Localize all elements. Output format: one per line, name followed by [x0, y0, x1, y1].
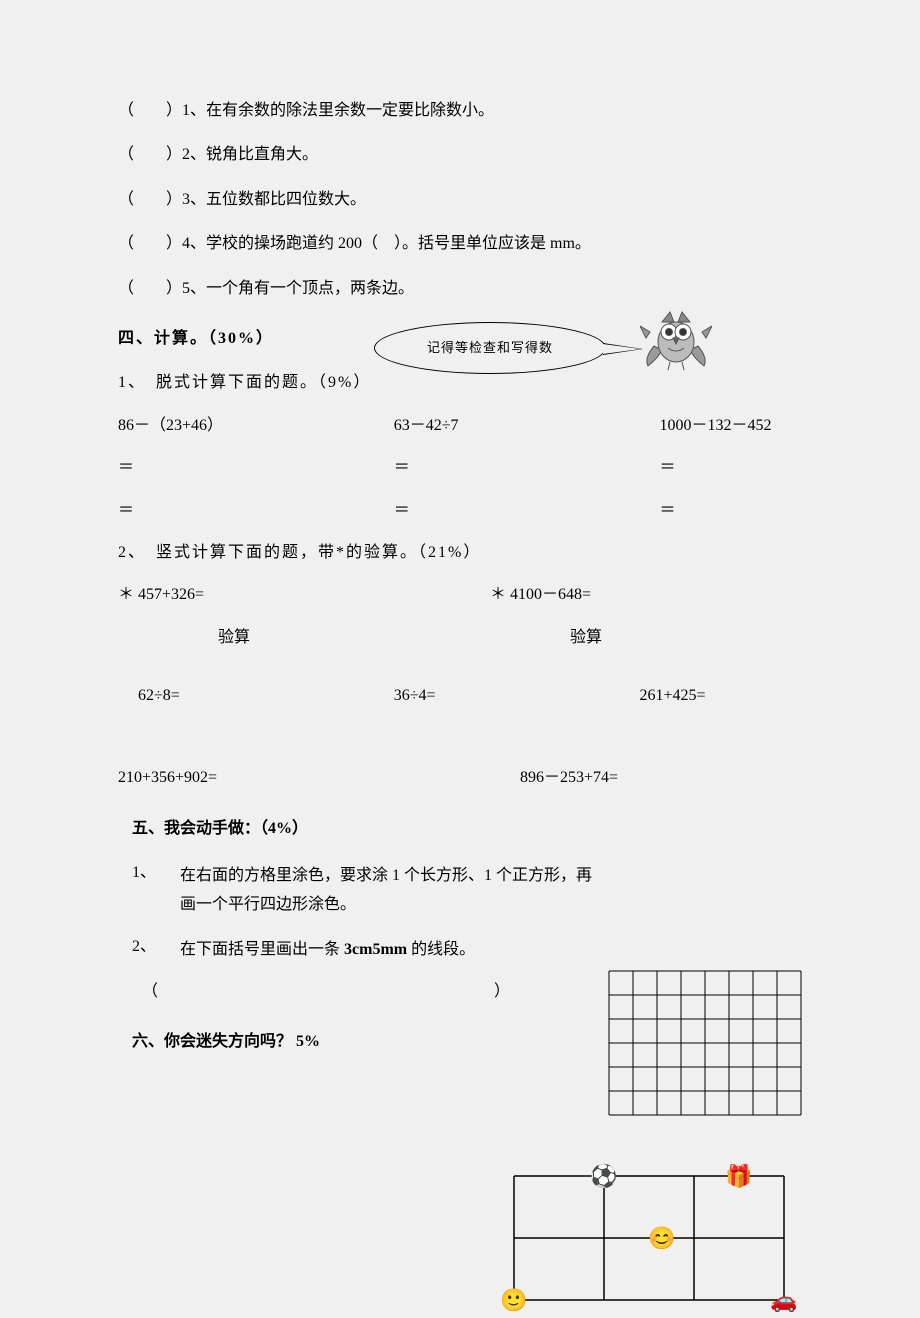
vert-row-a: ＊ 457+326= ＊ 4100－648= [118, 584, 802, 606]
gift-box-icon: 🎁 [725, 1164, 752, 1189]
eq-1c: ＝ [619, 457, 885, 479]
verify-1: 验算 [218, 627, 510, 649]
center-face-icon: 😊 [648, 1226, 675, 1251]
true-false-item-2: （ ）2、锐角比直角大。 [118, 144, 802, 166]
true-false-item-4: （ ）4、学校的操场跑道约 200（ ）。括号里单位应该是 mm。 [118, 233, 802, 255]
sec5-q2-num: 2、 [132, 936, 180, 965]
sec5-q2: 2、 在下面括号里画出一条 3cm5mm 的线段。 [118, 936, 802, 965]
smiley-face-icon: 🙂 [500, 1288, 527, 1313]
vert-c2: 896－253+74= [460, 767, 862, 789]
sec5-q1-text: 在右面的方格里涂色，要求涂 1 个长方形、1 个正方形，再画一个平行四边形涂色。 [180, 862, 802, 920]
true-false-item-5: （ ）5、一个角有一个顶点，两条边。 [118, 278, 802, 300]
expr-2: 63－42÷7 [344, 415, 620, 437]
eq-2b: ＝ [344, 500, 620, 522]
eq-row-2: ＝ ＝ ＝ [118, 500, 802, 522]
section-5-title: 五、我会动手做：（4%） [118, 818, 802, 840]
vert-b2: 36÷4= [364, 685, 620, 707]
expr-1: 86－（23+46） [118, 415, 344, 437]
owl-icon [640, 308, 712, 372]
eq-2a: ＝ [118, 500, 344, 522]
worksheet-page: （ ）1、在有余数的除法里余数一定要比除数小。 （ ）2、锐角比直角大。 （ ）… [0, 0, 920, 1302]
sec5-q2-text: 在下面括号里画出一条 3cm5mm 的线段。 [180, 936, 802, 965]
sec5-q1: 1、 在右面的方格里涂色，要求涂 1 个长方形、1 个正方形，再画一个平行四边形… [118, 862, 802, 920]
verify-row: 验算 验算 [118, 627, 802, 649]
vert-row-b: 62÷8= 36÷4= 261+425= [118, 685, 802, 707]
soccer-ball-icon: ⚽ [589, 1164, 617, 1189]
expr-row: 86－（23+46） 63－42÷7 1000－132－452 [118, 415, 802, 437]
shape-grid [608, 970, 802, 1116]
eq-2c: ＝ [619, 500, 885, 522]
true-false-item-3: （ ）3、五位数都比四位数大。 [118, 189, 802, 211]
section-4-sub-1: 1、 脱式计算下面的题。（9%） [118, 372, 802, 394]
section-4-sub-2: 2、 竖式计算下面的题，带*的验算。（21%） [118, 542, 802, 564]
reminder-speech-bubble: 记得等检查和写得数 [374, 322, 606, 374]
expr-3: 1000－132－452 [619, 415, 885, 437]
eq-1a: ＝ [118, 457, 344, 479]
reminder-text: 记得等检查和写得数 [427, 339, 553, 357]
sec5-q2-a: 在下面括号里画出一条 [180, 941, 344, 958]
eq-1b: ＝ [344, 457, 620, 479]
vert-c1: 210+356+902= [118, 767, 460, 789]
sec5-q2-b: 3cm5mm [344, 941, 407, 958]
vert-a2: ＊ 4100－648= [460, 584, 832, 606]
direction-grid: ⚽ 🎁 😊 🙂 🚗 [496, 1158, 802, 1318]
vert-b3: 261+425= [619, 685, 865, 707]
vert-row-c: 210+356+902= 896－253+74= [118, 767, 802, 789]
vert-a1: ＊ 457+326= [118, 584, 460, 606]
vert-b1: 62÷8= [118, 685, 364, 707]
toy-car-icon: 🚗 [770, 1288, 797, 1313]
sec5-q2-c: 的线段。 [407, 941, 475, 958]
verify-2: 验算 [510, 627, 862, 649]
true-false-item-1: （ ）1、在有余数的除法里余数一定要比除数小。 [118, 100, 802, 122]
eq-row-1: ＝ ＝ ＝ [118, 457, 802, 479]
sec5-q1-num: 1、 [132, 862, 180, 920]
